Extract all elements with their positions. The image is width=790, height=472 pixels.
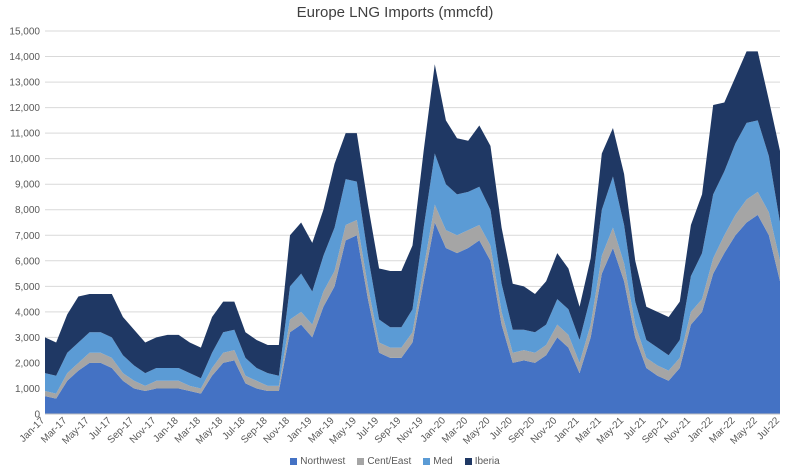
y-tick-label: 15,000 xyxy=(9,27,40,38)
y-tick-label: 5,000 xyxy=(15,282,40,293)
y-tick-label: 3,000 xyxy=(15,333,40,344)
legend-item: Northwest xyxy=(290,456,345,467)
y-tick-label: 2,000 xyxy=(15,358,40,369)
area-med xyxy=(45,120,780,394)
x-tick-label: Jul-22 xyxy=(755,415,782,442)
legend-swatch xyxy=(290,458,298,465)
y-axis: 0 1,000 2,000 3,000 4,000 5,000 6,000 7,000 8,00… xyxy=(9,27,40,421)
y-tick-label: 7,000 xyxy=(15,231,40,242)
y-tick-label: 12,000 xyxy=(9,103,40,114)
y-tick-label: 6,000 xyxy=(15,256,40,267)
chart-title: Europe LNG Imports (mmcfd) xyxy=(296,4,494,21)
y-tick-label: 0 xyxy=(34,410,40,421)
y-tick-label: 9,000 xyxy=(15,180,40,191)
y-tick-label: 1,000 xyxy=(15,384,40,395)
y-tick-label: 14,000 xyxy=(9,52,40,63)
legend-item: Cent/East xyxy=(357,456,411,467)
y-tick-label: 13,000 xyxy=(9,78,40,89)
area-iberia xyxy=(45,51,780,379)
legend-label: Iberia xyxy=(474,456,500,467)
area-northwest xyxy=(45,214,780,414)
legend-item: Med xyxy=(423,456,453,467)
legend-swatch xyxy=(464,458,472,465)
y-tick-label: 10,000 xyxy=(9,154,40,165)
legend-swatch xyxy=(423,458,431,465)
legend-item: Iberia xyxy=(464,456,500,467)
legend-swatch xyxy=(357,458,365,465)
legend-label: Northwest xyxy=(300,456,346,467)
y-tick-label: 8,000 xyxy=(15,205,40,216)
legend-label: Med xyxy=(433,456,453,467)
stacked-areas xyxy=(45,51,780,414)
legend: Northwest Cent/East Med Iberia xyxy=(0,456,790,467)
x-axis: Jan-17Mar-17May-17Jul-17Sep-17Nov-17Jan-… xyxy=(18,413,782,447)
legend-label: Cent/East xyxy=(367,456,412,467)
y-tick-label: 4,000 xyxy=(15,307,40,318)
y-tick-label: 11,000 xyxy=(10,129,40,140)
